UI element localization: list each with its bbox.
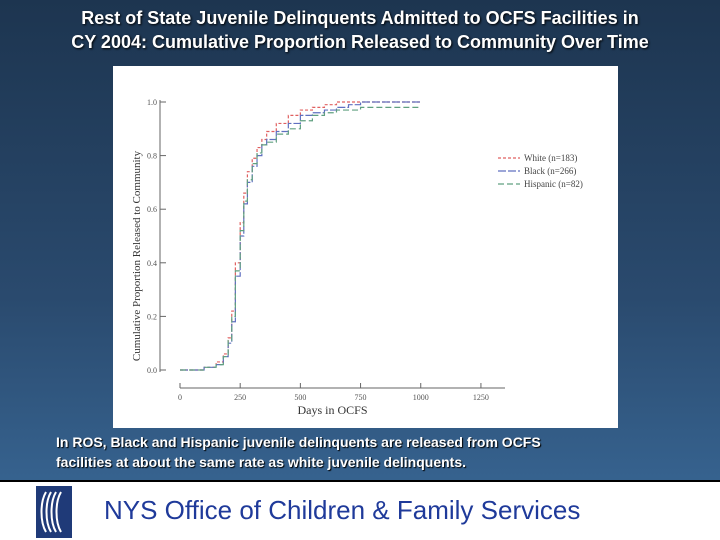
x-tick-label: 1250 — [473, 393, 489, 402]
caption: In ROS, Black and Hispanic juvenile deli… — [56, 432, 696, 472]
legend-label-2: Hispanic (n=82) — [524, 179, 583, 189]
slide-title-line-1: Rest of State Juvenile Delinquents Admit… — [81, 8, 639, 28]
x-tick-label: 500 — [294, 393, 306, 402]
y-tick-label: 0.4 — [147, 259, 157, 268]
chart-panel: 0.0 0.2 0.4 0.6 0.8 1.0 0 250 500 750 1000 1250 Days… — [113, 66, 618, 428]
legend-label-1: Black (n=266) — [524, 166, 576, 176]
y-tick-label: 0.2 — [147, 312, 157, 321]
y-tick-label: 0.8 — [147, 152, 157, 161]
km-chart: 0.0 0.2 0.4 0.6 0.8 1.0 0 250 500 750 1000 1250 Days… — [131, 98, 583, 417]
series-line-1 — [180, 101, 421, 371]
x-tick-label: 0 — [178, 393, 182, 402]
series-line-2 — [180, 106, 421, 371]
series-line-0 — [180, 101, 421, 371]
x-tick-label: 1000 — [413, 393, 429, 402]
ocfs-logo-icon — [36, 486, 72, 538]
slide-title-line-2: CY 2004: Cumulative Proportion Released … — [71, 32, 649, 52]
slide-title: Rest of State Juvenile Delinquents Admit… — [0, 6, 720, 54]
caption-line-2: facilities at about the same rate as whi… — [56, 454, 467, 470]
caption-line-1: In ROS, Black and Hispanic juvenile deli… — [56, 434, 541, 450]
footer-org-name: NYS Office of Children & Family Services — [104, 495, 581, 525]
y-tick-label: 1.0 — [147, 98, 157, 107]
x-tick-label: 250 — [234, 393, 246, 402]
x-tick-label: 750 — [355, 393, 367, 402]
y-tick-label: 0.0 — [147, 366, 157, 375]
legend-label-0: White (n=183) — [524, 153, 577, 163]
x-axis-label: Days in OCFS — [297, 403, 367, 417]
footer-bar: NYS Office of Children & Family Services — [0, 480, 720, 540]
y-tick-label: 0.6 — [147, 205, 157, 214]
y-axis-label: Cumulative Proportion Released to Commun… — [131, 150, 143, 361]
